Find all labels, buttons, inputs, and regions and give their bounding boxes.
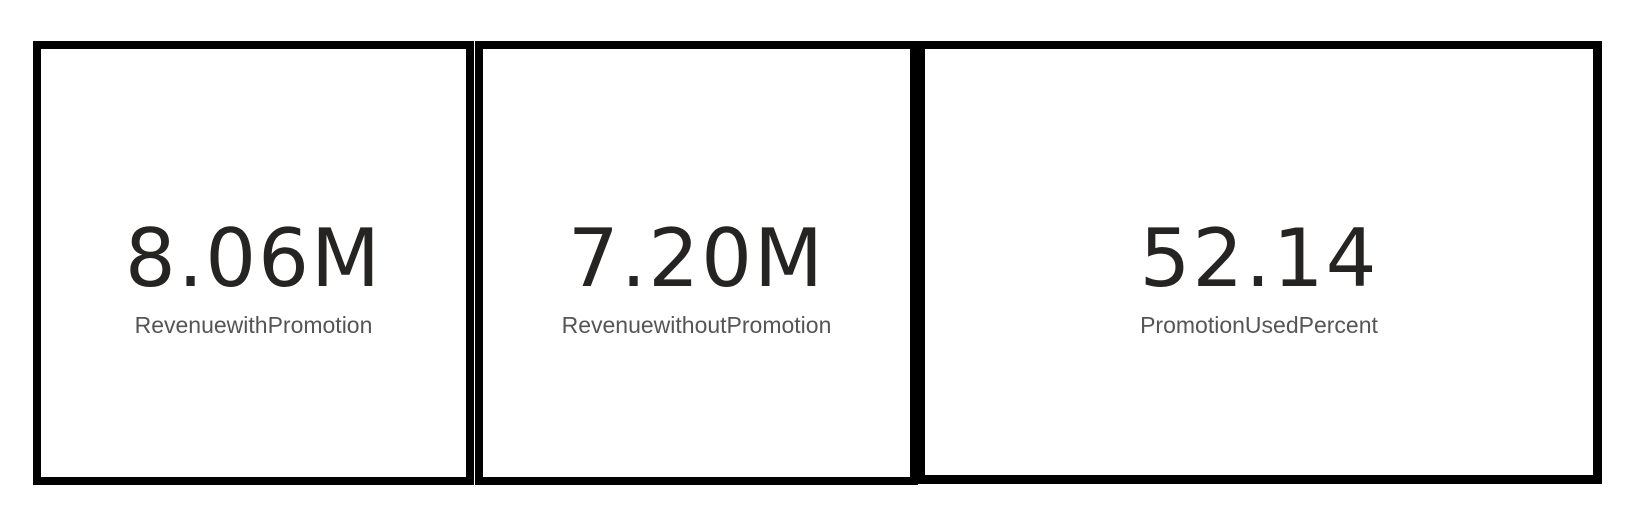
kpi-label: PromotionUsedPercent [1140, 312, 1378, 338]
kpi-value: 52.14 [1139, 212, 1379, 305]
kpi-card-promotion-used-percent[interactable]: 52.14 PromotionUsedPercent [913, 41, 1602, 484]
kpi-card-revenue-with-promotion[interactable]: 8.06M RevenuewithPromotion [33, 41, 474, 485]
kpi-value: 8.06M [124, 212, 383, 305]
kpi-label: RevenuewithPromotion [134, 312, 373, 338]
kpi-value: 7.20M [567, 212, 826, 305]
kpi-card-revenue-without-promotion[interactable]: 7.20M RevenuewithoutPromotion [475, 41, 918, 485]
kpi-label: RevenuewithoutPromotion [561, 312, 832, 338]
